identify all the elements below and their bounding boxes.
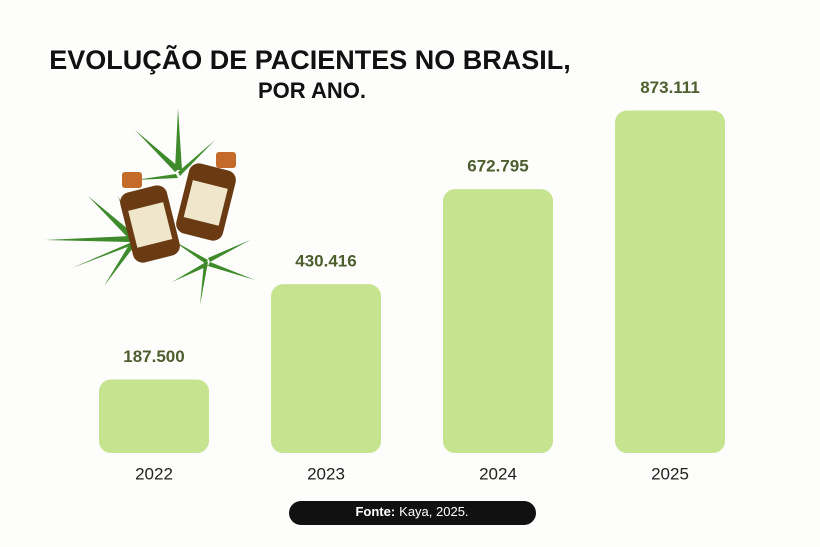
source-text: Kaya, 2025.: [399, 504, 468, 519]
value-label: 430.416: [295, 252, 356, 271]
x-tick-label: 2025: [651, 464, 689, 483]
value-label: 873.111: [640, 78, 700, 97]
bar: [271, 284, 381, 453]
bar: [443, 189, 553, 453]
bar: [615, 110, 725, 454]
source-pill: [289, 501, 536, 525]
chart-title: POR ANO.: [258, 78, 366, 103]
x-tick-label: 2024: [479, 464, 517, 483]
x-tick-label: 2022: [135, 464, 173, 483]
bar: [99, 379, 209, 453]
decoration: [45, 108, 255, 305]
value-label: 672.795: [467, 157, 528, 176]
source-label: Fonte:: [355, 504, 395, 519]
value-label: 187.500: [123, 347, 184, 366]
chart-title: EVOLUÇÃO DE PACIENTES NO BRASIL,: [49, 44, 571, 75]
x-tick-label: 2023: [307, 464, 345, 483]
source: Fonte: Kaya, 2025.: [355, 504, 468, 519]
